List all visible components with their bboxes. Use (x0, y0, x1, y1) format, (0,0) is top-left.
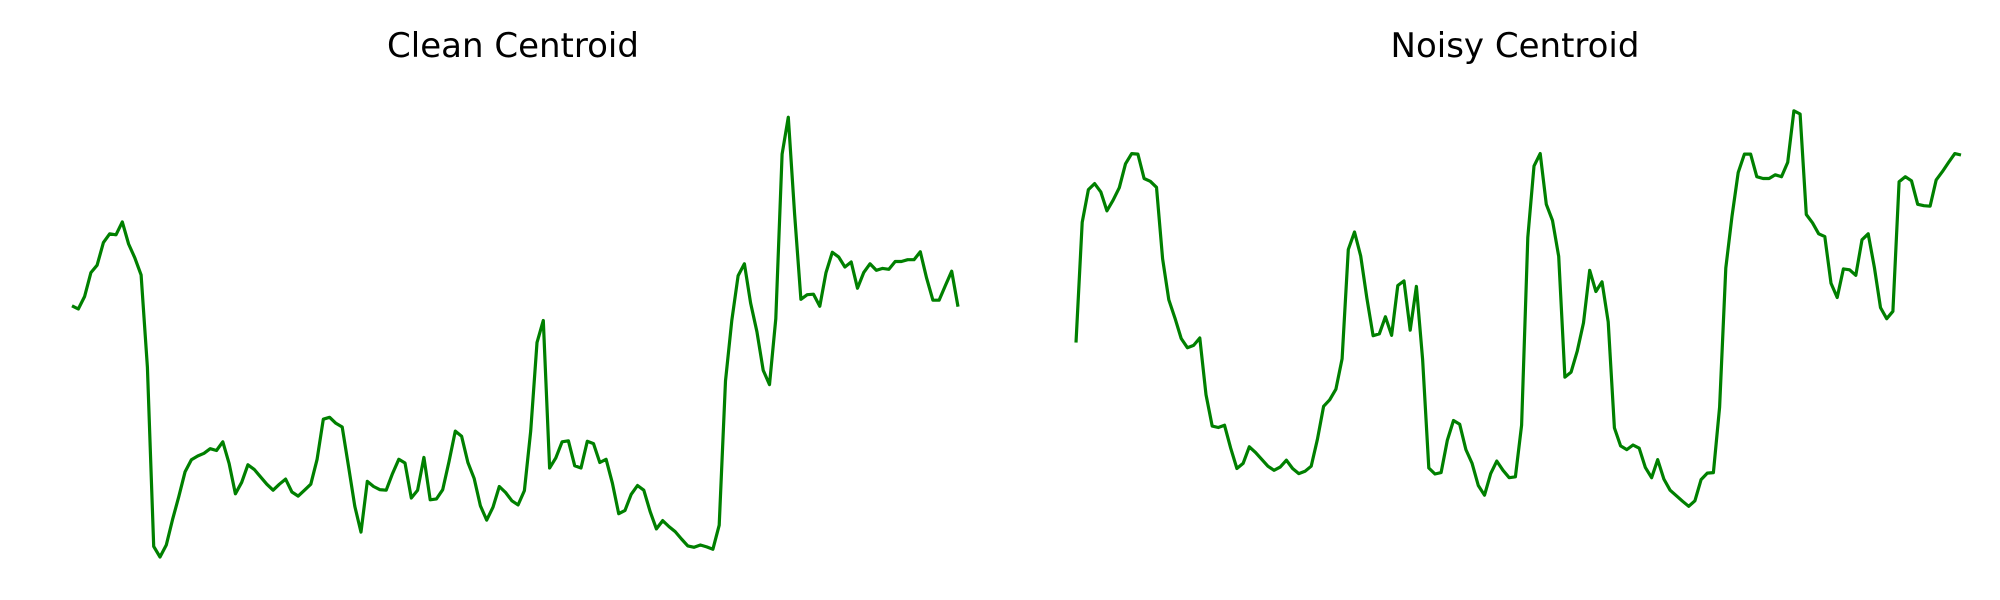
noisy-centroid-line (1074, 109, 1962, 508)
clean-centroid-title: Clean Centroid (387, 26, 639, 66)
clean-centroid-panel: Clean Centroid (71, 26, 960, 559)
noisy-centroid-panel: Noisy Centroid (1074, 26, 1962, 508)
noisy-centroid-title: Noisy Centroid (1391, 26, 1640, 66)
clean-centroid-line (71, 115, 960, 559)
